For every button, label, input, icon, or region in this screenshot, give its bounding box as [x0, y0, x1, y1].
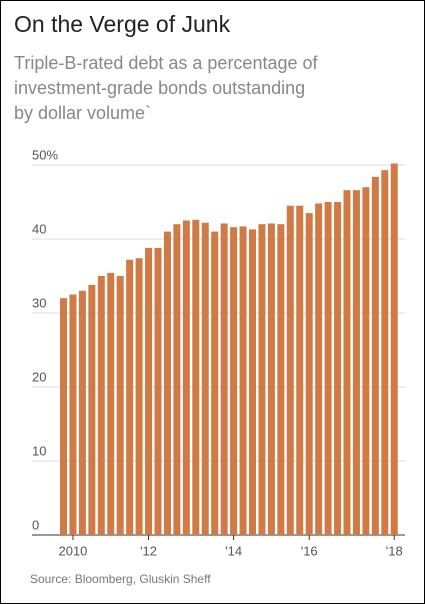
bar [305, 213, 313, 535]
subtitle-line: Triple-B-rated debt as a percentage of [14, 53, 319, 73]
subtitle-line: investment-grade bonds outstanding [14, 78, 305, 98]
y-tick-label: 50% [32, 147, 58, 162]
bar [211, 231, 219, 535]
x-tick-label: '14 [225, 543, 242, 558]
y-tick-label: 20 [32, 369, 46, 384]
bar [239, 226, 247, 536]
bar [324, 202, 332, 535]
bar [201, 222, 209, 535]
bar [220, 223, 228, 535]
y-tick-label: 0 [32, 517, 39, 532]
chart-title: On the Verge of Junk [14, 11, 231, 37]
x-tick-label: '18 [386, 543, 403, 558]
bar [315, 203, 323, 536]
bar [371, 176, 379, 535]
y-tick-label: 30 [32, 295, 46, 310]
bar [135, 258, 143, 535]
bar [352, 190, 360, 535]
bar [267, 223, 275, 535]
bar [249, 229, 256, 535]
bar [78, 290, 86, 535]
bar [97, 276, 105, 535]
bar [145, 247, 153, 535]
bar [163, 231, 171, 535]
bar [296, 205, 304, 535]
bar [126, 259, 134, 535]
bar [286, 205, 294, 535]
bar [192, 219, 200, 535]
bar [230, 227, 238, 535]
bar [154, 247, 162, 535]
subtitle-line: by dollar volume` [14, 103, 151, 123]
bar [107, 273, 115, 535]
x-tick-label: 2010 [58, 543, 87, 558]
bar [343, 190, 351, 535]
bar [362, 187, 370, 535]
bar [334, 202, 342, 535]
x-tick-label: '16 [301, 543, 318, 558]
y-tick-label: 10 [32, 443, 46, 458]
bar [173, 224, 181, 535]
source: Source: Bloomberg, Gluskin Sheff [30, 572, 211, 586]
x-tick-label: '12 [140, 543, 157, 558]
bar [60, 298, 67, 535]
bar [381, 170, 389, 535]
bar [258, 224, 266, 535]
bar [182, 220, 190, 535]
bar [69, 294, 77, 535]
bar [116, 276, 124, 535]
y-tick-label: 40 [32, 221, 46, 236]
bar [390, 163, 398, 535]
bar [277, 224, 285, 535]
bar [88, 284, 96, 535]
